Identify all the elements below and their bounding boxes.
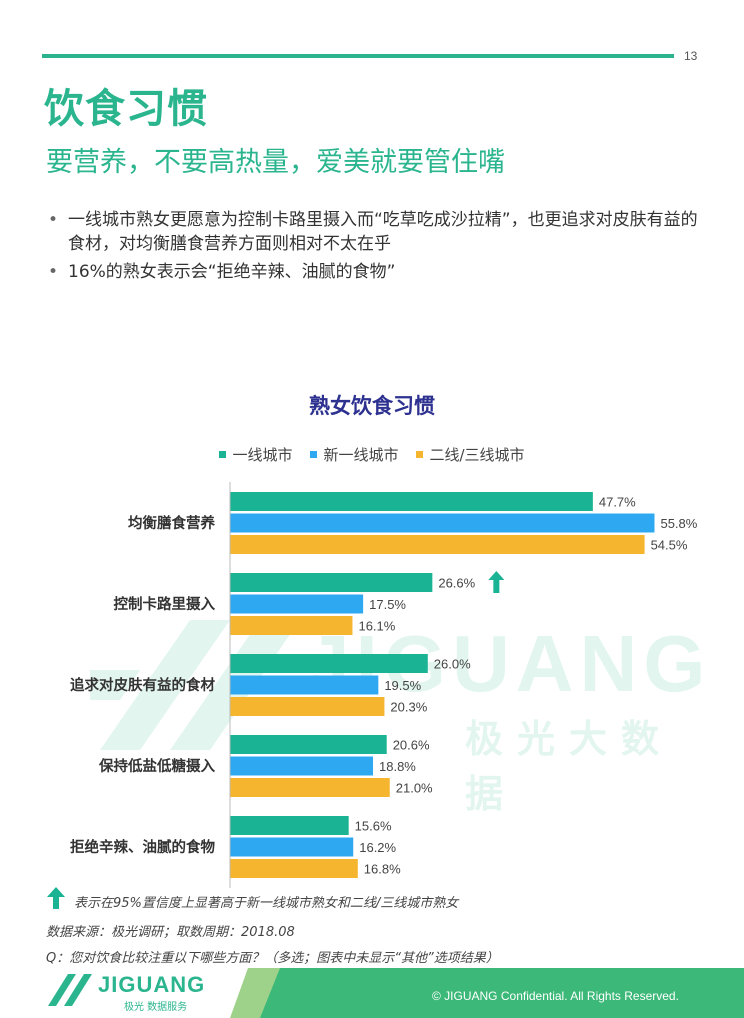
data-label: 21.0% bbox=[396, 781, 433, 796]
data-label: 16.2% bbox=[359, 840, 396, 855]
bar bbox=[230, 778, 390, 797]
bar bbox=[230, 573, 433, 592]
category-label: 拒绝辛辣、油腻的食物 bbox=[70, 838, 215, 856]
data-label: 54.5% bbox=[651, 538, 688, 553]
logo-subtitle: 极光 数据服务 bbox=[124, 1002, 188, 1013]
bar bbox=[230, 837, 354, 857]
data-label: 26.6% bbox=[438, 576, 475, 591]
data-label: 47.7% bbox=[599, 495, 636, 510]
chart-title: 熟女饮食习惯 bbox=[309, 394, 435, 418]
data-label: 16.1% bbox=[358, 619, 395, 634]
category-label: 追求对皮肤有益的食材 bbox=[70, 676, 215, 694]
legend-item: 新一线城市 bbox=[310, 444, 398, 465]
chart-container: 熟女饮食习惯 一线城市 新一线城市 二线/三线城市 47.7% 55.8% 54.5… bbox=[0, 390, 744, 890]
page-subtitle: 要营养，不要高热量，爱美就要管住嘴 bbox=[46, 147, 505, 178]
bar bbox=[230, 675, 379, 695]
category-label: 保持低盐低糖摄入 bbox=[98, 757, 215, 775]
data-label: 20.3% bbox=[390, 700, 427, 715]
bar bbox=[230, 756, 374, 776]
chart-legend: 一线城市 新一线城市 二线/三线城市 bbox=[0, 444, 744, 465]
bullet-item: • 16%的熟女表示会“拒绝辛辣、油腻的食物” bbox=[48, 262, 396, 282]
significance-note: 表示在95%置信度上显著高于新一线城市熟女和二线/三线城市熟女 bbox=[74, 896, 459, 911]
logo-name: JIGUANG bbox=[98, 972, 206, 997]
bar bbox=[230, 816, 349, 835]
page-title: 饮食习惯 bbox=[44, 86, 208, 132]
bullet-item: • 一线城市熟女更愿意为控制卡路里摄入而“吃草吃成沙拉精”，也更追求对皮肤有益的食… bbox=[48, 210, 698, 254]
bar bbox=[230, 697, 385, 716]
data-label: 17.5% bbox=[369, 597, 406, 612]
category-label: 均衡膳食营养 bbox=[128, 514, 215, 532]
data-label: 16.8% bbox=[364, 862, 401, 877]
bar bbox=[230, 513, 655, 533]
page-number: 13 bbox=[684, 49, 698, 63]
legend-swatch bbox=[219, 451, 227, 458]
source-note: 数据来源：极光调研；取数周期：2018.08 bbox=[46, 925, 295, 940]
bar bbox=[230, 492, 593, 511]
copyright: © JIGUANG Confidential. All Rights Reser… bbox=[432, 989, 679, 1003]
legend-item: 二线/三线城市 bbox=[416, 444, 525, 465]
jiguang-logo-icon bbox=[48, 974, 92, 1006]
bullet-dot-icon: • bbox=[48, 210, 59, 230]
bullet-dot-icon: • bbox=[48, 262, 59, 282]
watermark-cn-text: 极光大数据 bbox=[465, 717, 674, 816]
category-label: 控制卡路里摄入 bbox=[114, 595, 216, 613]
legend-swatch bbox=[416, 451, 424, 458]
bar bbox=[230, 616, 353, 635]
bar bbox=[230, 535, 645, 554]
data-label: 18.8% bbox=[379, 759, 416, 774]
data-label: 19.5% bbox=[384, 678, 421, 693]
bullet-list: • 一线城市熟女更愿意为控制卡路里摄入而“吃草吃成沙拉精”，也更追求对皮肤有益的食… bbox=[46, 208, 706, 288]
data-label: 20.6% bbox=[393, 738, 430, 753]
up-arrow-icon bbox=[488, 571, 505, 593]
bar bbox=[230, 594, 364, 614]
bar bbox=[230, 859, 358, 878]
footer-logo: JIGUANG 极光 数据服务 bbox=[44, 970, 214, 1013]
data-label: 55.8% bbox=[660, 516, 697, 531]
data-label: 26.0% bbox=[434, 657, 471, 672]
bar bbox=[230, 735, 387, 754]
up-arrow-icon bbox=[47, 887, 65, 909]
footer-band bbox=[230, 968, 744, 1018]
header-rule bbox=[42, 54, 674, 58]
legend-item: 一线城市 bbox=[219, 444, 292, 465]
data-label: 15.6% bbox=[355, 819, 392, 834]
bar bbox=[230, 654, 428, 673]
legend-swatch bbox=[310, 451, 318, 458]
bar-chart-plot: 47.7% 55.8% 54.5% 均衡膳食营养 26.6% 17.5% 16.1% 控制卡路… bbox=[70, 482, 698, 888]
question-note: Q：您对饮食比较注重以下哪些方面？（多选；图表中未显示“其他”选项结果） bbox=[46, 951, 499, 966]
